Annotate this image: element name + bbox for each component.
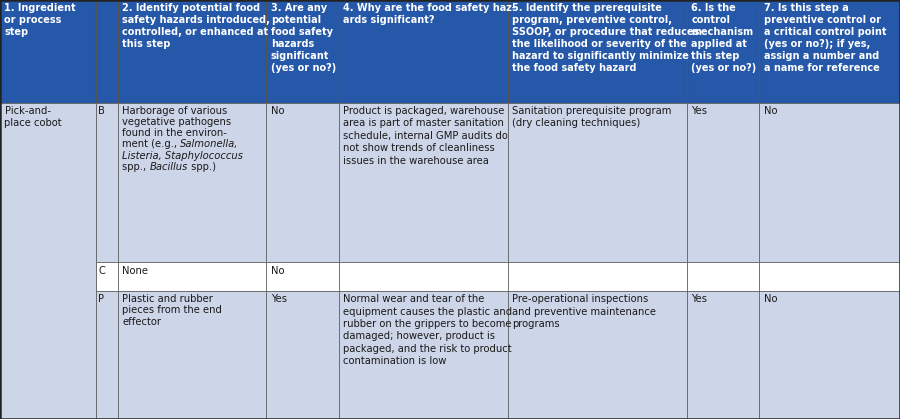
Bar xyxy=(95,291,118,419)
Text: No: No xyxy=(271,106,284,116)
Text: found in the environ-: found in the environ- xyxy=(122,128,227,138)
Text: Yes: Yes xyxy=(691,294,707,304)
Bar xyxy=(687,262,760,291)
Text: B: B xyxy=(98,106,105,116)
Bar xyxy=(118,262,266,291)
Text: 4. Why are the food safety haz-
ards significant?: 4. Why are the food safety haz- ards sig… xyxy=(344,3,517,26)
Text: No: No xyxy=(764,294,778,304)
Text: Pre-operational inspections
and preventive maintenance
programs: Pre-operational inspections and preventi… xyxy=(512,294,656,329)
Text: Listeria, Staphylococcus: Listeria, Staphylococcus xyxy=(122,151,243,160)
Bar xyxy=(687,0,760,103)
Text: Pick-and-
place cobot: Pick-and- place cobot xyxy=(4,106,62,128)
Bar xyxy=(95,262,118,291)
Text: 2. Identify potential food
safety hazards introduced,
controlled, or enhanced at: 2. Identify potential food safety hazard… xyxy=(122,3,270,49)
Text: 6. Is the
control
mechanism
applied at
this step
(yes or no?): 6. Is the control mechanism applied at t… xyxy=(691,3,757,73)
Text: spp.): spp.) xyxy=(188,162,216,172)
Text: Harborage of various: Harborage of various xyxy=(122,106,228,116)
Bar xyxy=(266,103,339,262)
Text: Yes: Yes xyxy=(691,106,707,116)
Bar xyxy=(687,103,760,262)
Text: C: C xyxy=(98,266,105,276)
Bar xyxy=(339,262,508,291)
Bar xyxy=(760,103,900,262)
Bar xyxy=(95,0,118,103)
Bar xyxy=(760,291,900,419)
Text: No: No xyxy=(764,106,778,116)
Bar xyxy=(760,262,900,291)
Text: pieces from the end: pieces from the end xyxy=(122,305,222,316)
Bar xyxy=(508,0,687,103)
Text: vegetative pathogens: vegetative pathogens xyxy=(122,117,231,127)
Text: Normal wear and tear of the
equipment causes the plastic and
rubber on the gripp: Normal wear and tear of the equipment ca… xyxy=(344,294,512,366)
Bar xyxy=(508,103,687,262)
Bar xyxy=(266,291,339,419)
Bar xyxy=(339,291,508,419)
Bar xyxy=(266,0,339,103)
Bar xyxy=(508,262,687,291)
Bar xyxy=(0,103,95,262)
Text: 1. Ingredient
or process
step: 1. Ingredient or process step xyxy=(4,3,76,37)
Text: 5. Identify the prerequisite
program, preventive control,
SSOOP, or procedure th: 5. Identify the prerequisite program, pr… xyxy=(512,3,699,73)
Text: effector: effector xyxy=(122,316,161,326)
Text: Product is packaged, warehouse
area is part of master sanitation
schedule, inter: Product is packaged, warehouse area is p… xyxy=(344,106,508,166)
Bar xyxy=(339,0,508,103)
Bar xyxy=(266,262,339,291)
Text: P: P xyxy=(98,294,104,304)
Text: No: No xyxy=(271,266,284,276)
Text: ment (e.g.,: ment (e.g., xyxy=(122,140,180,150)
Text: 7. Is this step a
preventive control or
a critical control point
(yes or no?); i: 7. Is this step a preventive control or … xyxy=(764,3,886,73)
Text: None: None xyxy=(122,266,148,276)
Bar xyxy=(118,0,266,103)
Bar xyxy=(118,103,266,262)
Text: Bacillus: Bacillus xyxy=(149,162,188,172)
Bar xyxy=(0,291,95,419)
Bar xyxy=(508,291,687,419)
Bar xyxy=(95,103,118,262)
Text: Salmonella,: Salmonella, xyxy=(180,140,238,150)
Text: 3. Are any
potential
food safety
hazards
significant
(yes or no?): 3. Are any potential food safety hazards… xyxy=(271,3,337,73)
Text: Sanitation prerequisite program
(dry cleaning techniques): Sanitation prerequisite program (dry cle… xyxy=(512,106,671,128)
Bar xyxy=(687,291,760,419)
Bar xyxy=(760,0,900,103)
Bar xyxy=(339,103,508,262)
Bar xyxy=(118,291,266,419)
Bar xyxy=(0,262,95,291)
Text: spp.,: spp., xyxy=(122,162,149,172)
Bar xyxy=(0,103,95,419)
Bar xyxy=(0,0,95,103)
Text: Yes: Yes xyxy=(271,294,287,304)
Text: Plastic and rubber: Plastic and rubber xyxy=(122,294,213,304)
